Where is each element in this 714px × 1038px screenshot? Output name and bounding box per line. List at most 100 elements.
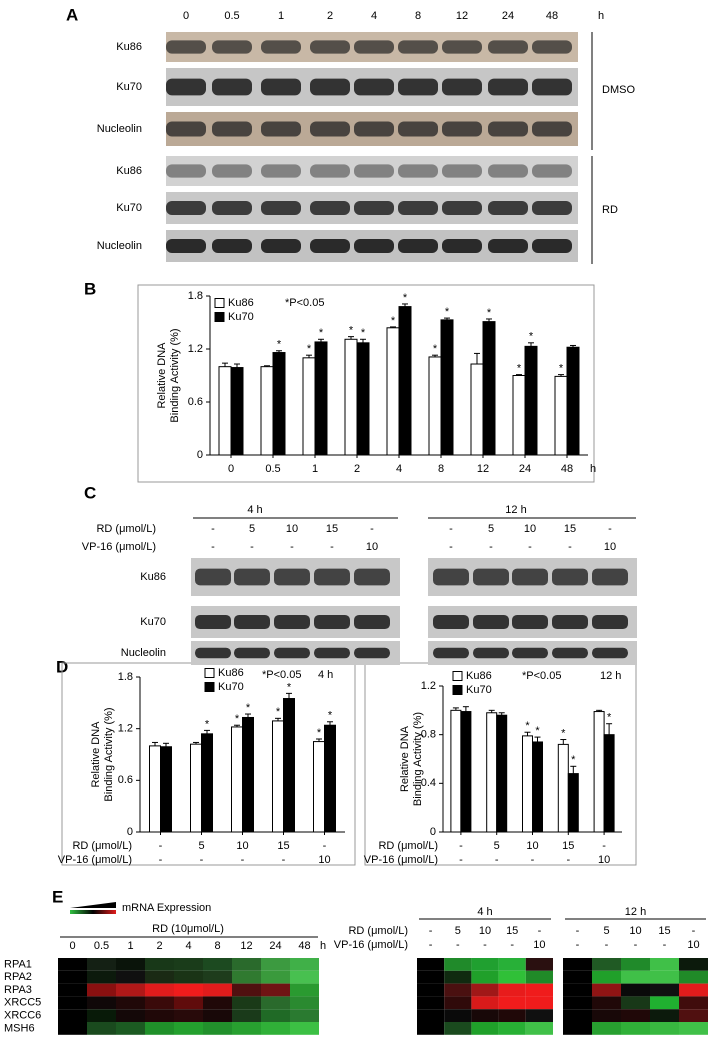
significance-mark: * [391, 315, 396, 327]
heatmap-cell [526, 958, 553, 971]
x-tick-label: - [459, 854, 463, 866]
heatmap-cell [174, 1022, 203, 1035]
heatmap-cell [499, 984, 526, 997]
annotation: *P<0.05 [285, 297, 324, 309]
blot-band [398, 201, 438, 215]
blot-band [261, 201, 301, 215]
heatmap-cell [650, 1009, 679, 1022]
legend-label: Ku86 [218, 667, 244, 679]
y-axis-title: Relative DNA [156, 342, 168, 409]
row-label: Ku70 [116, 81, 142, 93]
bar [345, 339, 357, 455]
blot-band [310, 164, 350, 177]
heatmap-cell [203, 984, 232, 997]
gene-label: MSH6 [4, 1022, 35, 1034]
blot-band [488, 239, 528, 253]
blot-band [261, 239, 301, 253]
column-label: 1 [127, 940, 133, 952]
y-axis-title: Binding Activity (%) [103, 707, 115, 801]
treatment-value: - [528, 541, 532, 553]
bar [567, 347, 579, 455]
treatment-value: 15 [564, 523, 576, 535]
blot-band [310, 79, 350, 96]
heatmap-cell [87, 971, 116, 984]
x-tick-label: 0.5 [265, 463, 280, 475]
bar [273, 353, 285, 455]
heatmap-cell [232, 1022, 261, 1035]
x-tick-label: 24 [519, 463, 531, 475]
heatmap-cell [145, 958, 174, 971]
x-tick-label: 0 [228, 463, 234, 475]
bar [387, 328, 399, 455]
gene-label: RPA3 [4, 984, 32, 996]
significance-mark: * [349, 325, 354, 337]
y-tick-label: 0 [197, 449, 203, 461]
heatmap-cell [203, 1009, 232, 1022]
treatment-value: 5 [603, 925, 609, 937]
heatmap-cell [116, 996, 145, 1009]
significance-mark: * [317, 727, 322, 739]
blot-band [354, 201, 394, 215]
legend-swatch [453, 686, 462, 695]
gene-label: XRCC5 [4, 997, 41, 1009]
blot-band [354, 40, 394, 53]
treatment-value: 10 [524, 523, 536, 535]
heatmap-cell [87, 1022, 116, 1035]
x-tick-label: 10 [526, 840, 538, 852]
blot-band [442, 122, 482, 137]
bar [161, 747, 172, 832]
bar [497, 715, 507, 832]
legend-gradient [70, 910, 116, 914]
heatmap-cell [417, 1022, 444, 1035]
treatment-value: 10 [479, 925, 491, 937]
bar [558, 744, 568, 832]
heatmap-cell [444, 984, 471, 997]
treatment-label: VP-16 (μmol/L) [82, 541, 156, 553]
heatmap-cell [592, 996, 621, 1009]
column-label: 4 [185, 940, 191, 952]
heatmap-cell [58, 984, 87, 997]
heatmap-cell [444, 958, 471, 971]
blot-band [195, 569, 231, 586]
treatment-value: 15 [326, 523, 338, 535]
blot-band [261, 164, 301, 177]
bar [219, 367, 231, 455]
heatmap-cell [58, 971, 87, 984]
heatmap-cell [679, 984, 708, 997]
bar [461, 712, 471, 832]
blot-band [442, 164, 482, 177]
heatmap-cell [58, 996, 87, 1009]
column-label: 0 [69, 940, 75, 952]
treatment-label: RD (μmol/L) [348, 925, 408, 937]
blot-band [433, 648, 469, 659]
treatment-value: - [449, 523, 453, 535]
row-label: Ku86 [140, 571, 166, 583]
heatmap-cell [592, 958, 621, 971]
blot-band [212, 201, 252, 215]
heatmap-cell [563, 1009, 592, 1022]
blot-band [310, 122, 350, 137]
heatmap-cell [563, 984, 592, 997]
blot-band [212, 239, 252, 253]
heatmap-cell [444, 971, 471, 984]
treatment-value: 10 [687, 939, 699, 951]
heatmap-cell [471, 984, 498, 997]
y-axis-title: Relative DNA [399, 725, 411, 792]
column-label: 48 [298, 940, 310, 952]
significance-mark: * [235, 713, 240, 725]
y-tick-label: 0.6 [188, 396, 203, 408]
heatmap-cell [232, 958, 261, 971]
chart-title: 4 h [318, 669, 333, 681]
heatmap-cell [290, 984, 319, 997]
heatmap-cell [417, 958, 444, 971]
blot-band [532, 79, 572, 96]
blot-band [212, 122, 252, 137]
x-tick-label: 2 [354, 463, 360, 475]
bar [451, 710, 461, 832]
group-label: RD [602, 204, 618, 216]
blot-band [274, 569, 310, 586]
heatmap-cell [203, 996, 232, 1009]
blot-band [166, 40, 206, 53]
heatmap-cell [563, 958, 592, 971]
y-tick-label: 1.8 [118, 671, 133, 683]
